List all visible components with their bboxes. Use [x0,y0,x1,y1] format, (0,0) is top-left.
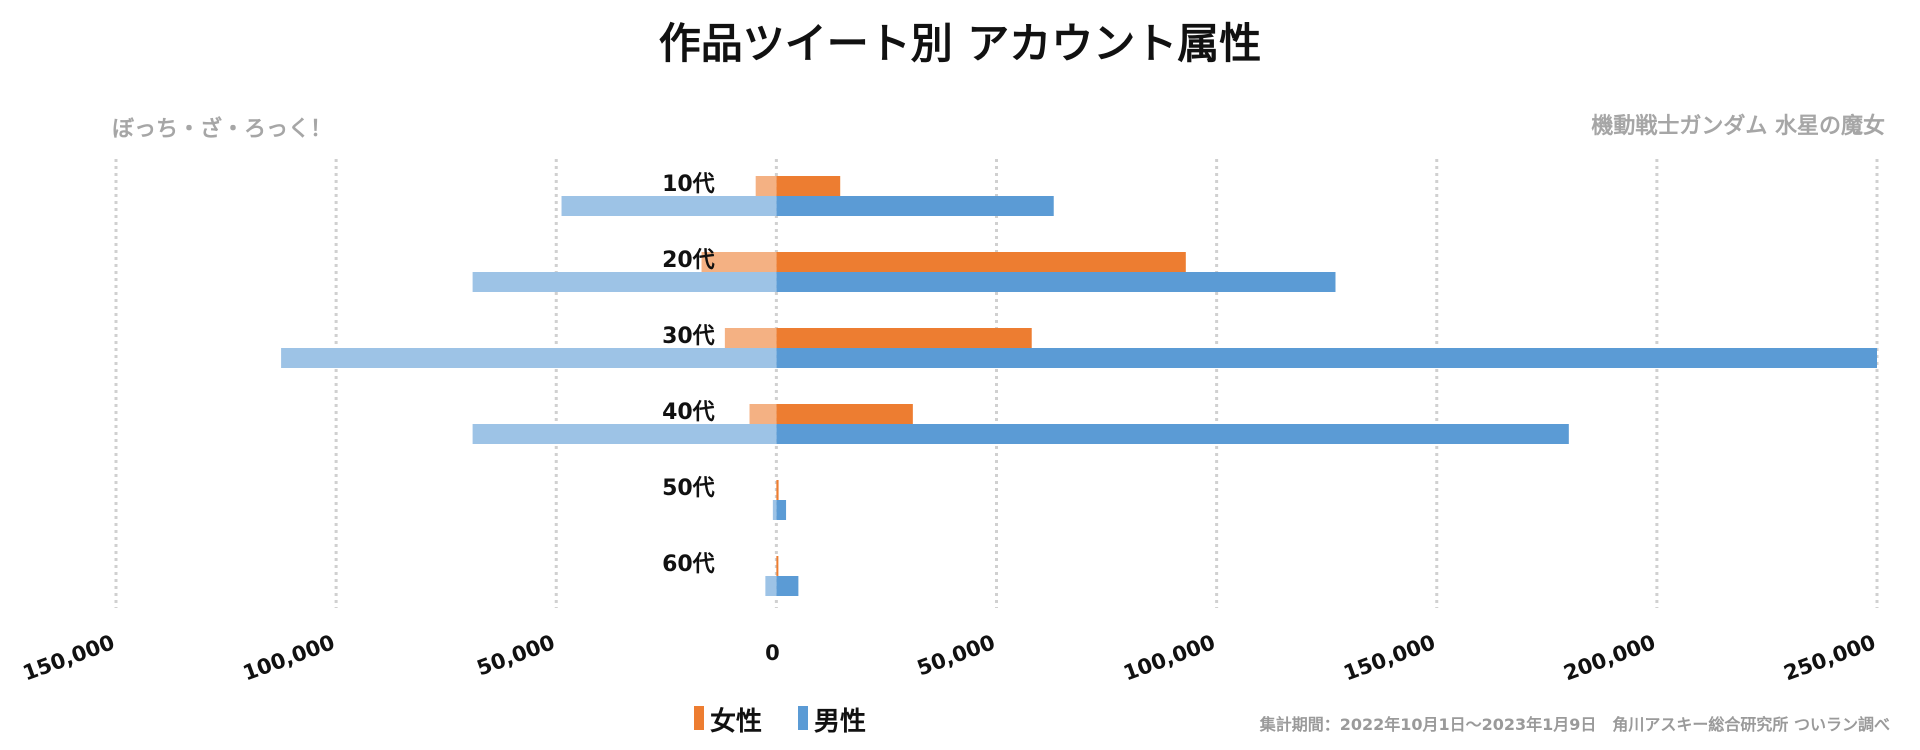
category-label: 40代 [662,400,715,425]
x-tick-label: 250,000 [1781,630,1879,685]
bar-right-female [776,404,913,424]
legend-label-male: 男性 [814,707,866,737]
x-tick-label: 100,000 [1120,630,1218,685]
bar-right-female [776,328,1032,348]
x-tick-label: 0 [765,641,780,665]
x-tick-label: 50,000 [914,630,998,680]
legend: 女性 男性 [694,706,866,737]
bar-left-female [755,176,777,196]
legend-label-female: 女性 [710,706,762,737]
bar-right-female [776,556,779,576]
right-work-label: 機動戦士ガンダム 水星の魔女 [1591,113,1885,139]
bar-left-male [472,424,777,444]
bar-left-female [749,404,777,424]
bar-left-female [724,328,777,348]
bar-right-male [776,424,1569,444]
bar-right-male [776,272,1336,292]
bar-left-female [701,252,777,272]
bar-right-female [776,480,779,500]
bar-right-female [776,176,841,196]
category-label: 10代 [662,172,715,197]
bar-right-female [776,252,1186,272]
bar-left-male [281,348,777,368]
bar-left-male [765,576,777,596]
bar-right-male [776,196,1054,216]
category-label: 30代 [662,324,715,349]
footnote: 集計期間：2022年10月1日～2023年1月9日 角川アスキー総合研究所 つい… [1259,715,1890,734]
legend-swatch-male [798,706,808,730]
chart-title: 作品ツイート別 アカウント属性 [659,19,1262,68]
gridlines [114,159,1879,608]
category-label: 50代 [662,476,715,501]
x-tick-label: 50,000 [474,630,558,680]
bar-left-male [561,196,777,216]
x-tick-label: 200,000 [1560,630,1658,685]
bar-right-male [776,500,787,520]
bar-right-male [776,348,1877,368]
bar-right-male [776,576,799,596]
category-label: 60代 [662,552,715,577]
x-tick-label: 150,000 [1340,630,1438,685]
bar-left-male [472,272,777,292]
x-tick-labels: 150,000 100,000 50,000 0 50,000 100,000 150,00… [20,630,1879,685]
x-tick-label: 100,000 [240,630,338,685]
left-work-label: ぼっち・ざ・ろっく！ [112,116,332,142]
category-labels: 10代 20代 30代 40代 50代 60代 [662,172,715,577]
bars [281,176,1877,596]
x-tick-label: 150,000 [20,630,118,685]
category-label: 20代 [662,248,715,273]
bar-left-male [772,500,777,520]
legend-swatch-female [694,706,704,730]
